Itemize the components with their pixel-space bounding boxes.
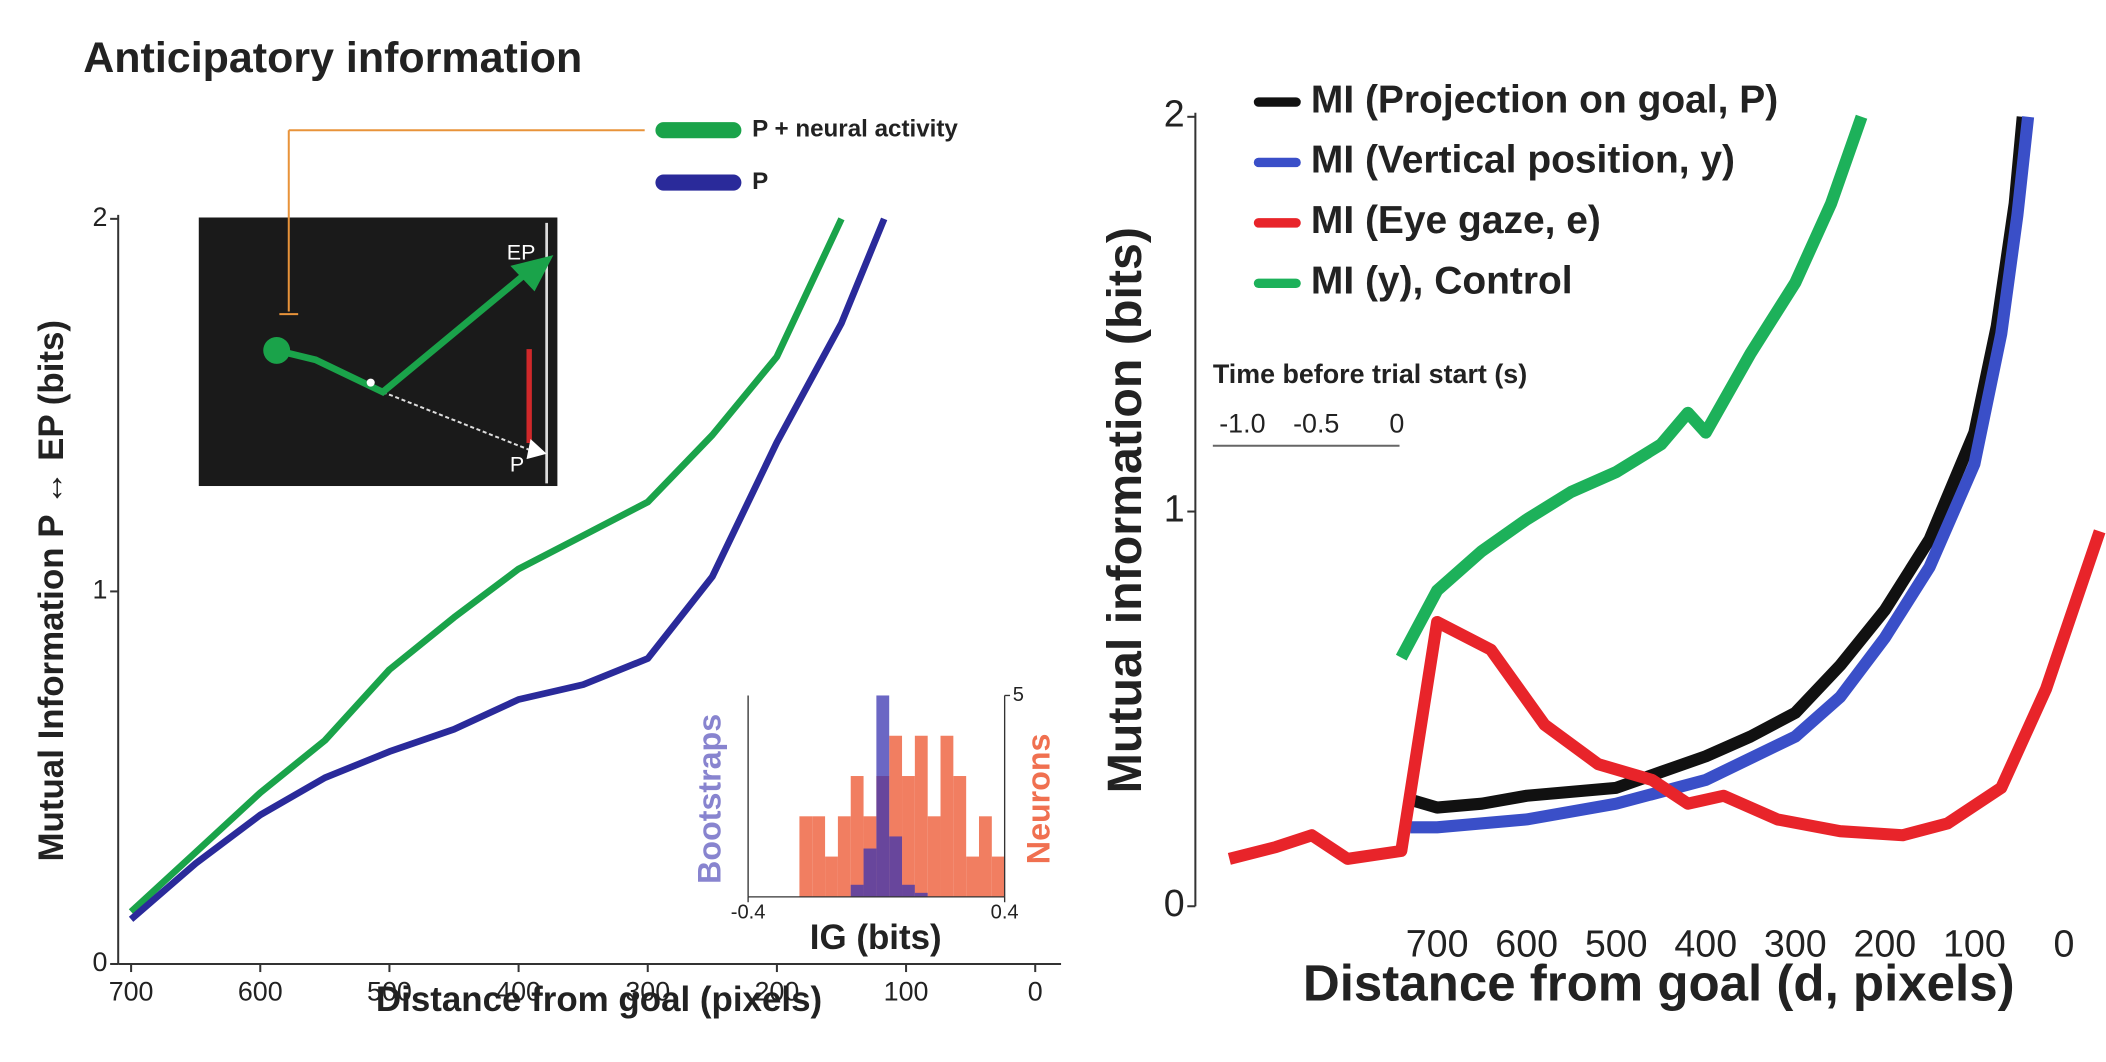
x-tick-label: 100: [1943, 922, 2006, 964]
legend-label: Bootstraps: [691, 714, 727, 884]
histogram-bar: [799, 816, 813, 897]
histogram-bar: [902, 884, 915, 897]
x-tick-label: 0: [2053, 922, 2074, 964]
histogram-bar: [863, 848, 877, 897]
y-axis-label: Mutual Information P ↔ EP (bits): [32, 320, 71, 862]
legend-label: MI (Projection on goal, P): [1311, 78, 1778, 121]
inset-label: P: [510, 453, 524, 477]
y-tick-label: 2: [93, 202, 108, 232]
histogram-bar: [902, 776, 915, 897]
y-tick-label: 1: [93, 575, 108, 605]
y-tick-label: 1: [1164, 487, 1185, 529]
histogram-bar: [812, 816, 826, 897]
cursor: [366, 378, 375, 387]
x-tick-label: 500: [1585, 922, 1648, 964]
y-tick-label: 0: [1164, 882, 1185, 924]
y-tick-label: 0: [93, 947, 108, 977]
series-line: [1410, 116, 2035, 834]
histogram-bar: [889, 836, 903, 897]
trajectory: [275, 272, 526, 396]
x-tick-label: 300: [1764, 922, 1827, 964]
arrow-head: [526, 439, 547, 460]
histogram-bar: [914, 735, 928, 897]
series-line: [1408, 116, 2029, 814]
x-tick-label: 500: [367, 977, 412, 1007]
x-axis-label: Distance from goal (pixels): [376, 980, 822, 1019]
projection: [382, 391, 530, 451]
annotation: -1.0: [1219, 409, 1265, 439]
x-tick-label: 0.4: [991, 901, 1019, 923]
series-line: [1227, 529, 2106, 865]
x-tick-label: 200: [755, 977, 800, 1007]
legend-label: MI (Vertical position, y): [1311, 139, 1735, 182]
start-point: [263, 336, 291, 364]
series-line: [128, 217, 845, 915]
x-tick-label: 100: [884, 977, 929, 1007]
annotation: 0: [1389, 409, 1404, 439]
histogram-bar: [991, 856, 1005, 897]
x-axis-label: Distance from goal (d, pixels): [1303, 954, 2015, 1011]
annotation: -0.5: [1293, 409, 1339, 439]
x-tick-label: 600: [1495, 922, 1558, 964]
inset-diagram: EP P: [198, 129, 645, 487]
histogram-bar: [876, 695, 890, 897]
x-tick-label: 600: [238, 977, 283, 1007]
x-tick-label: -0.4: [731, 901, 766, 923]
annotation: Time before trial start (s): [1213, 359, 1527, 389]
legend-label: MI (y), Control: [1311, 260, 1573, 303]
x-tick-label: 300: [625, 977, 670, 1007]
histogram-bar: [978, 816, 992, 897]
legend-label: P: [752, 168, 768, 195]
histogram-bar: [850, 776, 864, 897]
legend-label: P + neural activity: [752, 116, 958, 143]
series-line: [1395, 114, 1868, 661]
x-tick-label: 200: [1853, 922, 1916, 964]
histogram-bar: [914, 892, 928, 897]
x-tick-label: 0: [1028, 977, 1043, 1007]
legend-label: MI (Eye gaze, e): [1311, 199, 1601, 242]
histogram-bar: [953, 776, 967, 897]
x-axis-label: IG (bits): [810, 918, 942, 957]
histogram-bar: [966, 856, 979, 897]
x-tick-label: 400: [1674, 922, 1737, 964]
series-line: [128, 217, 888, 922]
histogram-bar: [940, 735, 954, 897]
histogram-bar: [927, 816, 941, 897]
inset-label: EP: [507, 240, 536, 264]
inset-background: [198, 217, 558, 487]
y-tick-label: 2: [1164, 93, 1185, 135]
histogram-bar: [837, 816, 851, 897]
x-tick-label: 400: [496, 977, 541, 1007]
histogram-bar: [825, 856, 838, 897]
y2-tick-label: 5: [1013, 684, 1024, 706]
histogram-bar: [850, 884, 864, 897]
legend-label: Neurons: [1020, 734, 1056, 865]
y-axis-label: Mutual information (bits): [1098, 227, 1152, 793]
x-tick-label: 700: [109, 977, 154, 1007]
chart-title: Anticipatory information: [83, 34, 582, 82]
x-tick-label: 700: [1406, 922, 1469, 964]
arrow-head: [510, 255, 554, 292]
